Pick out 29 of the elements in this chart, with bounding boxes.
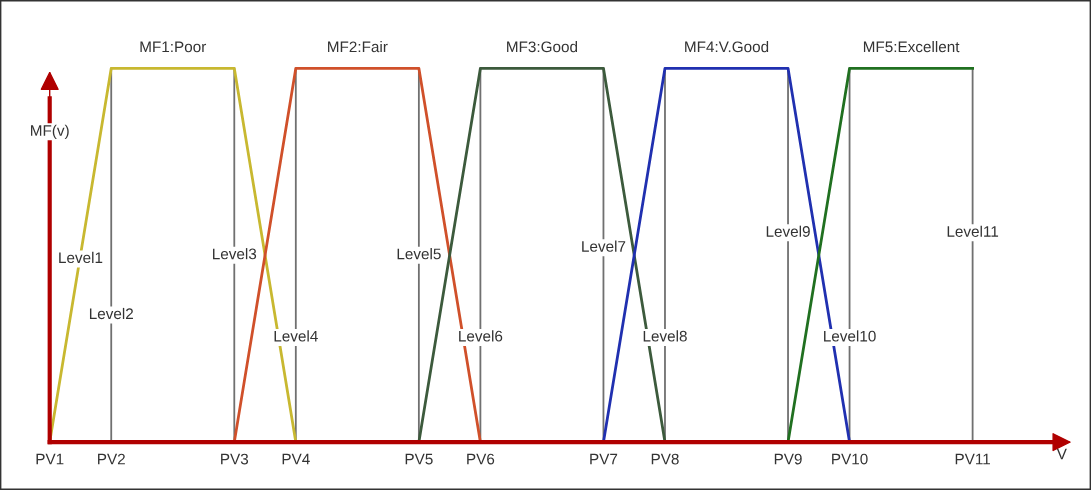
x-tick-label: PV11 (955, 453, 990, 465)
x-tick-label: PV7 (590, 453, 618, 465)
x-axis-title: V (1056, 448, 1067, 460)
series-label: MF4:V.Good (685, 40, 769, 53)
x-tick-label: PV8 (651, 453, 679, 465)
series-label: MF1:Poor (140, 41, 207, 53)
annotation: Level11 (947, 225, 999, 237)
annotation: Level8 (643, 330, 687, 342)
annotation: Level7 (582, 240, 626, 252)
x-tick-label: PV9 (774, 453, 802, 465)
annotation: Level6 (459, 330, 503, 342)
y-axis-title: MF(v) (31, 124, 69, 139)
annotation: Level10 (824, 330, 876, 342)
x-tick-label: PV3 (221, 453, 249, 465)
annotation: Level9 (766, 225, 810, 237)
series-label: MF3:Good (507, 40, 578, 53)
series-label: MF5:Excellent (863, 40, 960, 53)
annotation: Level4 (274, 330, 318, 342)
annotation: Level3 (213, 248, 257, 260)
annotation: Level2 (89, 307, 133, 320)
x-tick-label: PV6 (467, 453, 495, 465)
x-tick-label: PV1 (36, 453, 64, 465)
x-tick-label: PV10 (832, 453, 868, 465)
annotation: Level1 (59, 251, 103, 264)
x-tick-label: PV4 (282, 453, 310, 465)
annotation: Level5 (397, 248, 441, 260)
series-label: MF2:Fair (328, 40, 388, 53)
x-tick-label: PV5 (405, 453, 433, 465)
x-tick-label: PV2 (98, 453, 125, 465)
